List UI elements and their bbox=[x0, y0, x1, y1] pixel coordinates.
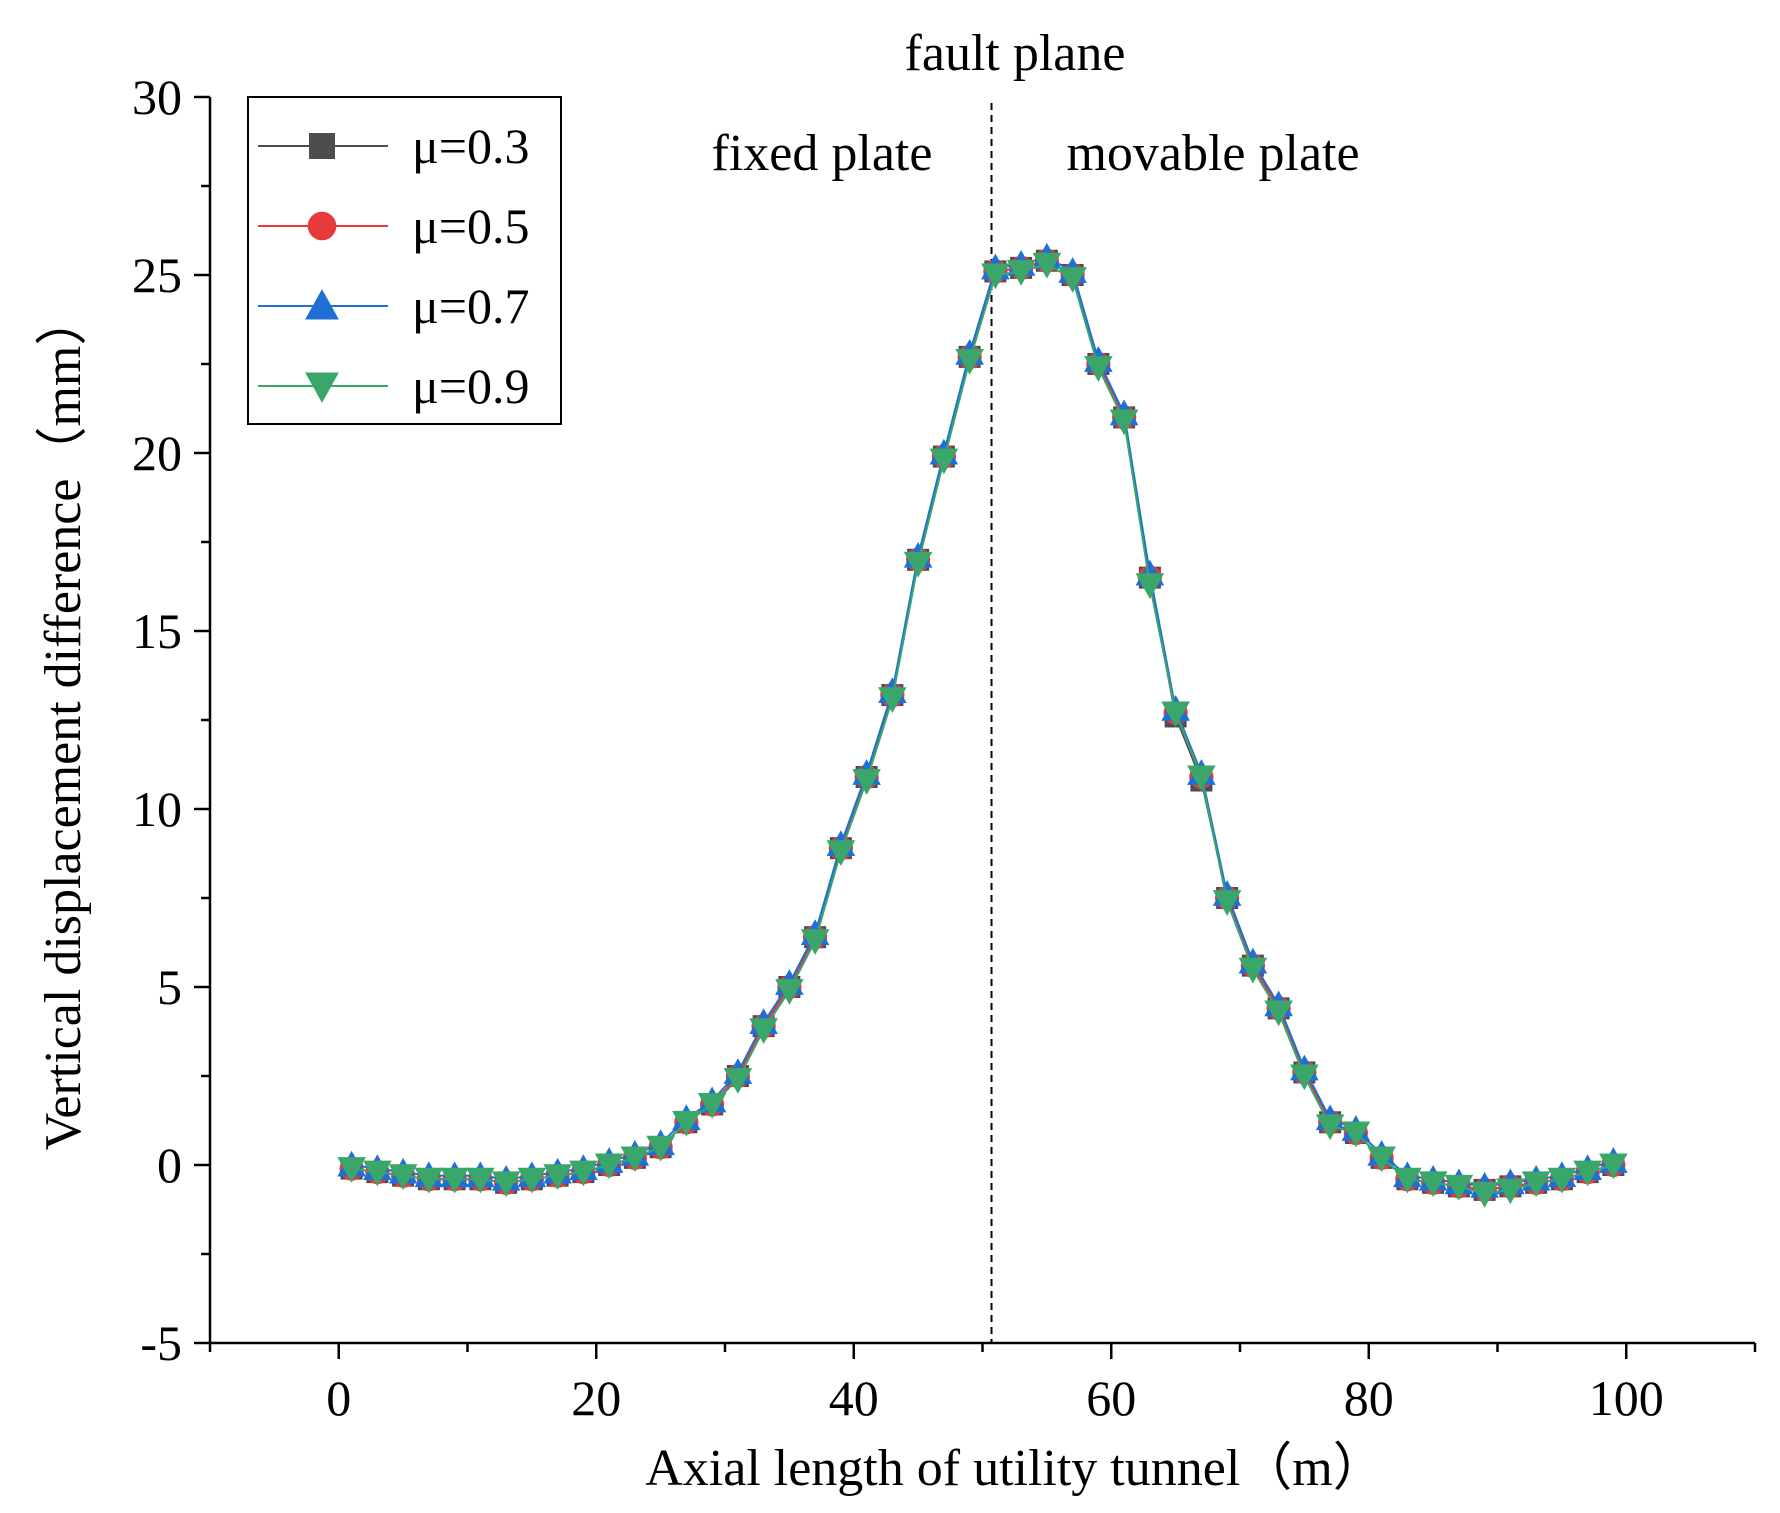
data-point bbox=[440, 1167, 469, 1194]
data-point bbox=[826, 840, 856, 867]
data-point bbox=[1006, 260, 1036, 286]
data-point bbox=[1315, 1114, 1345, 1141]
legend-marker bbox=[309, 133, 335, 159]
data-point bbox=[1599, 1153, 1628, 1180]
y-tick-label: 20 bbox=[132, 425, 182, 481]
movable-plate-label: movable plate bbox=[1066, 125, 1359, 182]
data-point bbox=[1521, 1171, 1551, 1198]
y-tick-label: 15 bbox=[132, 603, 182, 659]
plot-area bbox=[337, 103, 1628, 1343]
data-point bbox=[1573, 1160, 1602, 1187]
data-point bbox=[1290, 1064, 1319, 1091]
legend-marker bbox=[305, 289, 339, 320]
y-tick-label: 25 bbox=[132, 247, 182, 303]
data-point bbox=[1109, 409, 1139, 436]
data-point bbox=[929, 448, 959, 475]
x-axis-title: Axial length of utility tunnel（m） bbox=[645, 1440, 1384, 1497]
data-point bbox=[594, 1153, 624, 1180]
data-point bbox=[1393, 1167, 1422, 1194]
data-point bbox=[466, 1167, 495, 1194]
y-tick-label: 10 bbox=[132, 781, 182, 837]
data-point bbox=[1496, 1178, 1525, 1205]
data-point bbox=[1547, 1167, 1577, 1194]
data-point bbox=[1084, 356, 1113, 382]
data-point bbox=[749, 1018, 778, 1045]
legend-label: μ=0.9 bbox=[412, 358, 530, 414]
data-point bbox=[1135, 573, 1165, 600]
fixed-plate-label: fixed plate bbox=[712, 125, 933, 182]
legend: μ=0.3 μ=0.5 μ=0.7 μ=0.9 bbox=[247, 96, 562, 425]
data-point bbox=[878, 687, 907, 713]
data-point bbox=[1418, 1171, 1448, 1198]
legend-marker bbox=[307, 211, 337, 241]
data-point bbox=[517, 1167, 547, 1194]
data-point bbox=[903, 551, 933, 578]
data-point bbox=[1187, 765, 1216, 792]
data-point bbox=[1264, 1000, 1293, 1027]
fault-plane-label: fault plane bbox=[905, 25, 1126, 82]
y-tick-label: 0 bbox=[157, 1137, 182, 1193]
data-point bbox=[1341, 1121, 1371, 1148]
x-tick-label: 20 bbox=[571, 1370, 621, 1426]
y-tick-label: -5 bbox=[140, 1315, 182, 1371]
y-tick-label: 5 bbox=[157, 959, 182, 1015]
legend-label: μ=0.3 bbox=[412, 118, 530, 174]
series-4 bbox=[337, 252, 1628, 1208]
legend-label: μ=0.5 bbox=[412, 198, 530, 254]
y-tick-label: 30 bbox=[132, 69, 182, 125]
data-point bbox=[569, 1160, 598, 1187]
data-point bbox=[1238, 957, 1268, 984]
y-axis-title: Vertical displacement difference（mm） bbox=[35, 294, 92, 1151]
legend-label: μ=0.7 bbox=[412, 278, 530, 334]
data-point bbox=[363, 1160, 392, 1187]
data-point bbox=[646, 1135, 675, 1162]
data-point bbox=[491, 1171, 521, 1198]
data-point bbox=[1161, 701, 1190, 728]
data-point bbox=[414, 1167, 444, 1194]
data-point bbox=[672, 1110, 701, 1137]
data-point bbox=[620, 1146, 650, 1173]
data-point bbox=[1058, 267, 1087, 293]
x-tick-label: 0 bbox=[326, 1370, 351, 1426]
data-point bbox=[1367, 1146, 1396, 1173]
data-point bbox=[1212, 890, 1242, 916]
x-tick-label: 80 bbox=[1344, 1370, 1394, 1426]
data-point bbox=[1032, 252, 1062, 279]
data-point bbox=[1470, 1182, 1499, 1208]
data-point bbox=[697, 1093, 727, 1119]
data-point bbox=[1444, 1174, 1474, 1201]
axes: -5 0 5 10 15 20 25 30 0 20 40 60 80 100 bbox=[132, 69, 1757, 1426]
x-tick-label: 40 bbox=[829, 1370, 879, 1426]
data-point bbox=[543, 1164, 572, 1190]
legend-box bbox=[247, 96, 562, 425]
data-point bbox=[800, 929, 830, 956]
data-point bbox=[981, 263, 1010, 290]
data-point bbox=[955, 349, 984, 375]
data-point bbox=[775, 979, 804, 1005]
data-point bbox=[388, 1164, 418, 1190]
data-point bbox=[852, 769, 881, 795]
x-tick-label: 100 bbox=[1589, 1370, 1664, 1426]
legend-marker bbox=[305, 372, 339, 403]
data-point bbox=[337, 1157, 366, 1183]
data-point bbox=[723, 1068, 753, 1094]
x-tick-label: 60 bbox=[1086, 1370, 1136, 1426]
